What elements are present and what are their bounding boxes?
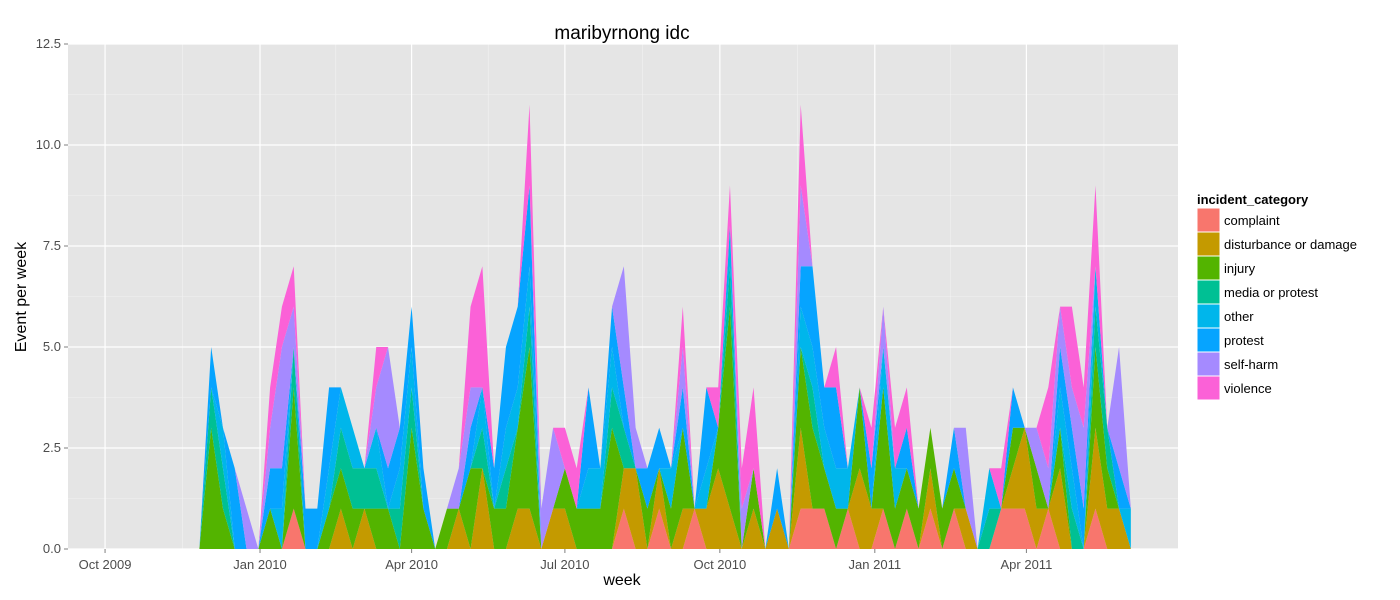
- x-axis-title: week: [602, 572, 641, 589]
- area-self-harm: [199, 185, 1131, 549]
- x-axis: Oct 2009 Jan 2010 Apr 2010 Jul 2010 Oct 2010…: [79, 549, 1053, 572]
- legend: incident_category complaint disturbance o…: [1196, 192, 1357, 401]
- x-tick-label: Oct 2009: [79, 557, 132, 572]
- x-tick-label: Apr 2010: [385, 557, 438, 572]
- legend-label: protest: [1224, 333, 1264, 348]
- legend-key-media-or-protest: [1196, 279, 1221, 305]
- legend-key-protest: [1196, 327, 1221, 353]
- x-tick-label: Jul 2010: [540, 557, 589, 572]
- legend-label: self-harm: [1224, 357, 1278, 372]
- legend-label: injury: [1224, 261, 1256, 276]
- legend-key-self-harm: [1196, 351, 1221, 377]
- y-tick-label: 5.0: [43, 339, 61, 354]
- x-tick-label: Jan 2011: [849, 557, 902, 572]
- legend-title: incident_category: [1197, 192, 1309, 207]
- y-axis-title: Event per week: [13, 241, 30, 352]
- x-tick-label: Jan 2010: [233, 557, 287, 572]
- legend-label: complaint: [1224, 213, 1280, 228]
- legend-items: complaint disturbance or damage injury medi…: [1196, 207, 1357, 401]
- legend-key-complaint: [1196, 207, 1221, 233]
- y-axis: 0.0 2.5 5.0 7.5 10.0 12.5: [36, 36, 68, 556]
- legend-key-other: [1196, 303, 1221, 329]
- y-tick-label: 0.0: [43, 541, 61, 556]
- y-tick-label: 10.0: [36, 137, 61, 152]
- legend-key-injury: [1196, 255, 1221, 281]
- area-disturbance-or-damage: [199, 427, 1131, 549]
- legend-key-violence: [1196, 375, 1221, 401]
- area-violence: [199, 104, 1131, 549]
- area-layers: [199, 104, 1131, 550]
- area-complaint: [199, 508, 1131, 549]
- y-tick-label: 12.5: [36, 36, 61, 51]
- legend-key-disturbance-or-damage: [1196, 231, 1221, 257]
- legend-label: other: [1224, 309, 1254, 324]
- chart-title: maribyrnong idc: [554, 23, 689, 44]
- y-tick-label: 2.5: [43, 440, 61, 455]
- legend-label: disturbance or damage: [1224, 237, 1357, 252]
- x-tick-label: Oct 2010: [693, 557, 746, 572]
- x-tick-label: Apr 2011: [1001, 557, 1053, 572]
- legend-label: violence: [1224, 381, 1272, 396]
- area-injury: [199, 306, 1131, 549]
- y-tick-label: 7.5: [43, 238, 61, 253]
- legend-label: media or protest: [1224, 285, 1318, 300]
